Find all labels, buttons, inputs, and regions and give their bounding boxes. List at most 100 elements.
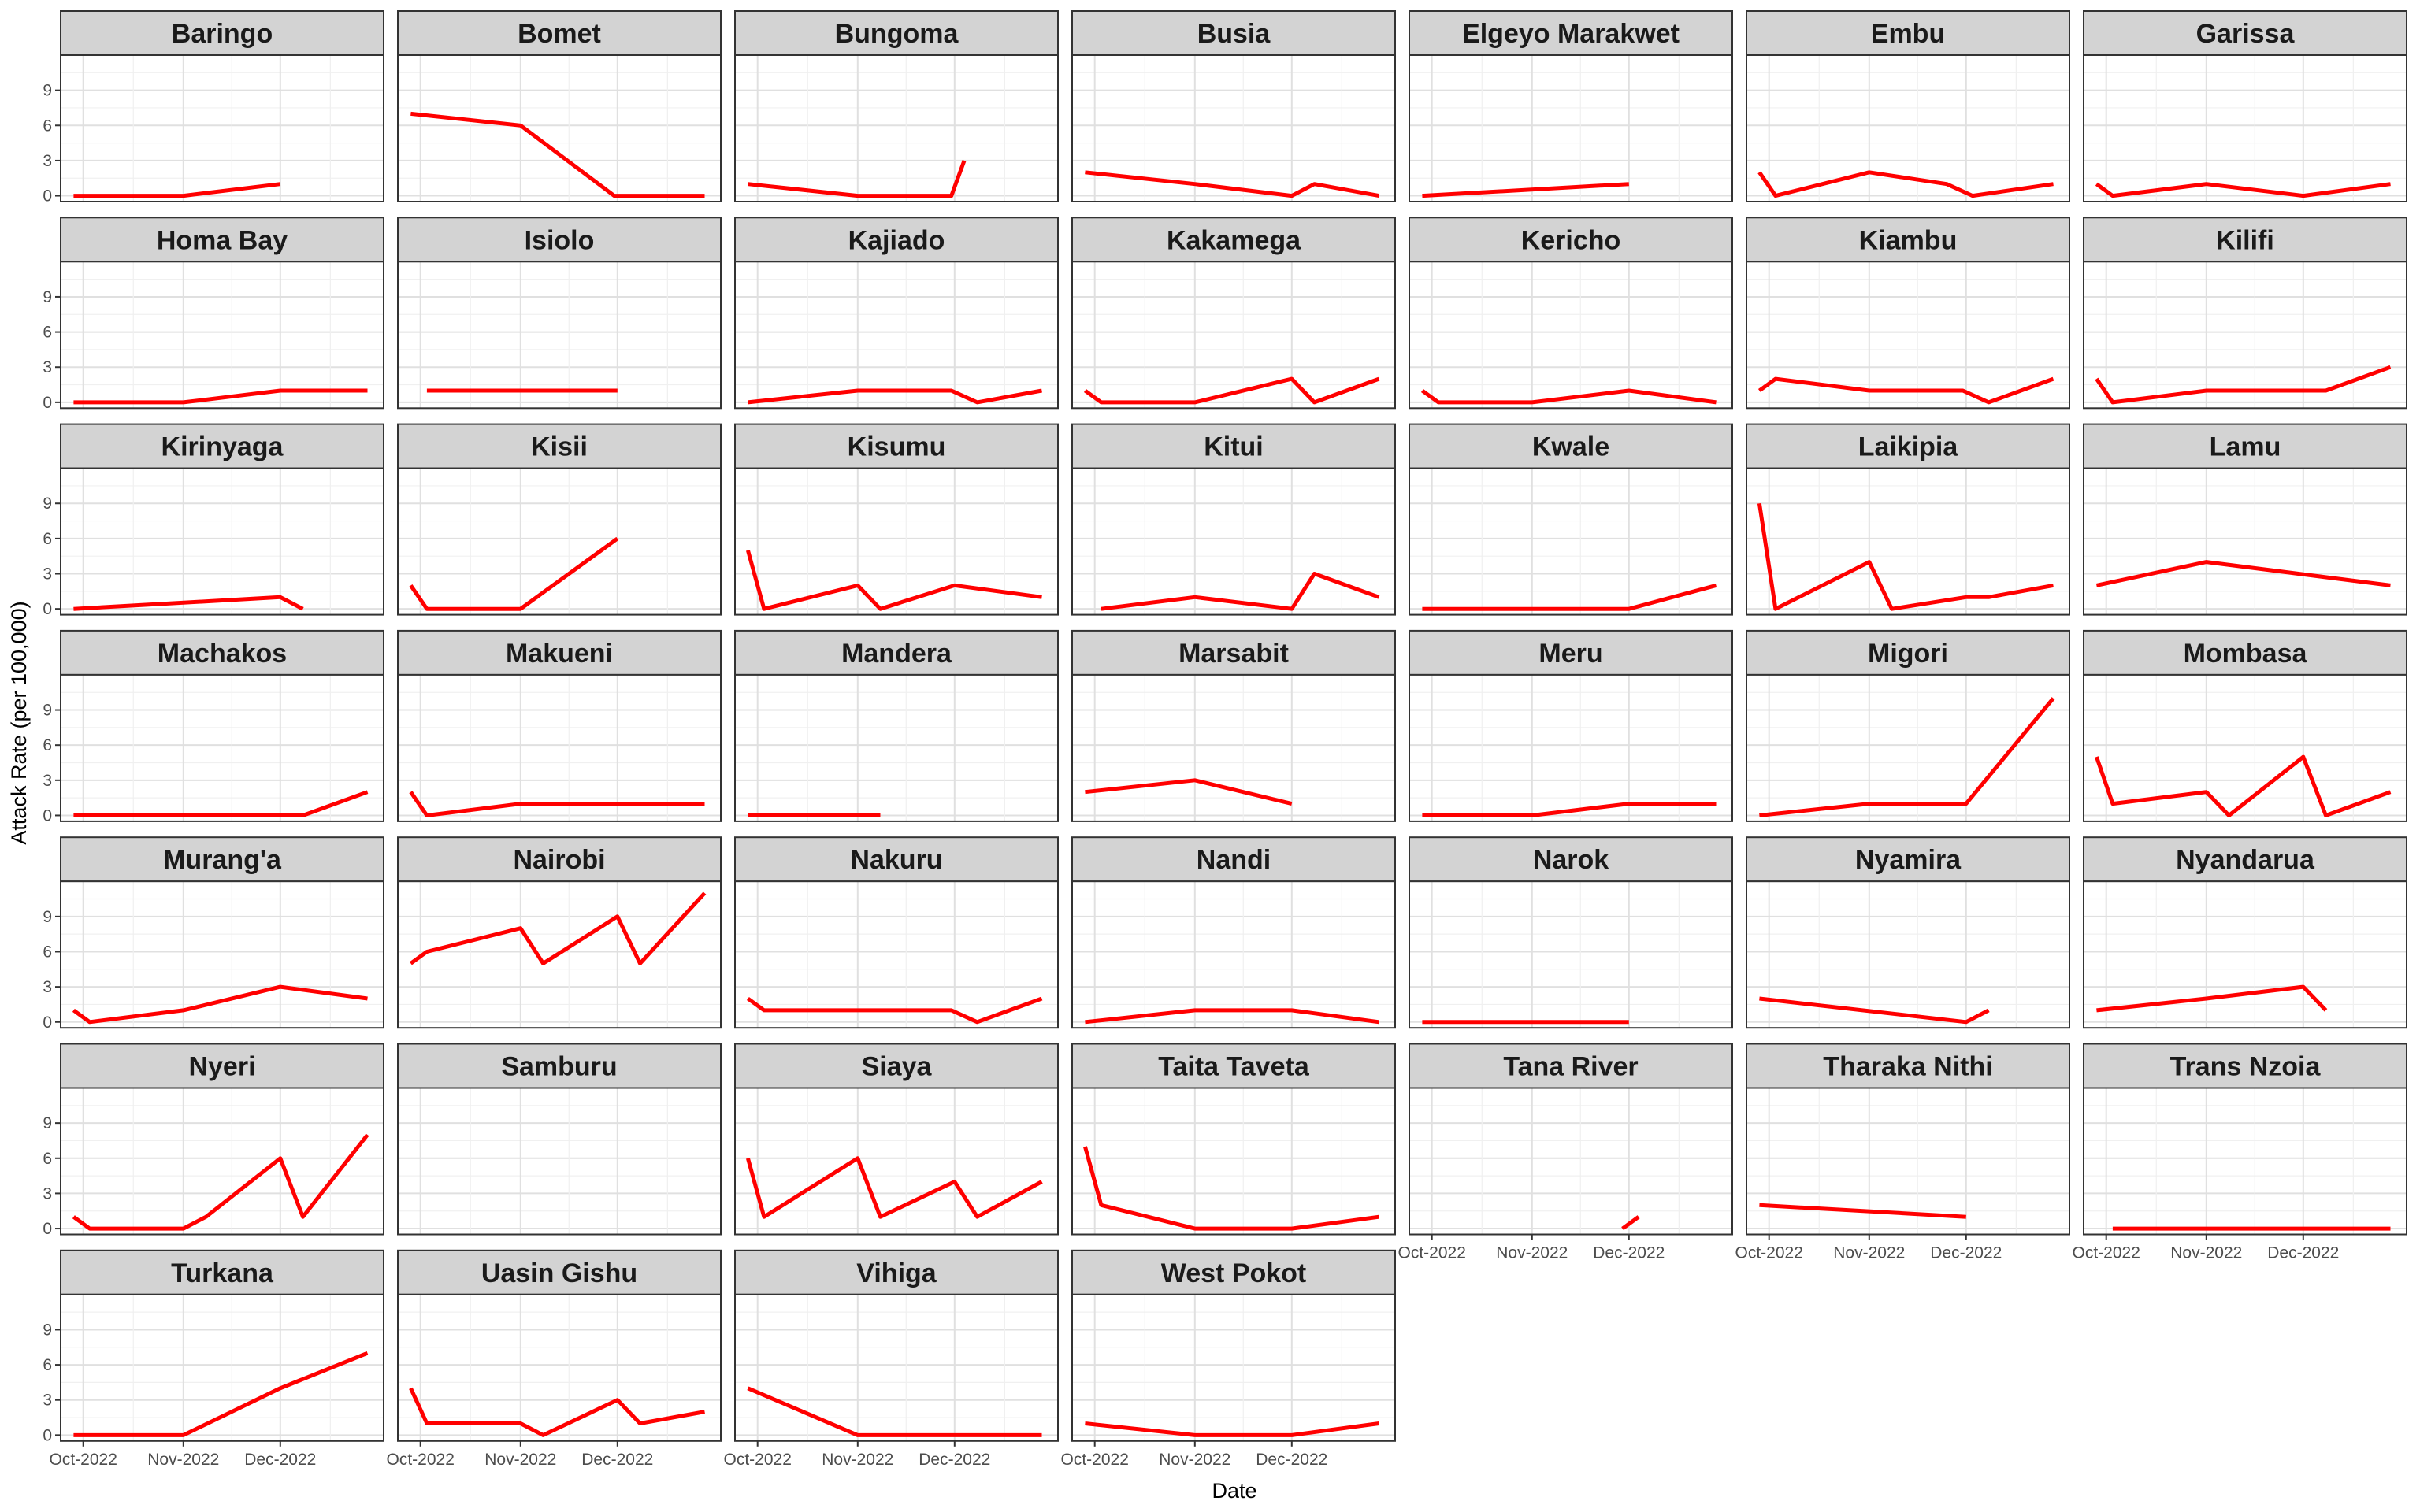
y-tick-label: 0 bbox=[43, 1220, 52, 1238]
x-tick-label: Oct-2022 bbox=[387, 1451, 455, 1469]
facet-panel: Garissa bbox=[2083, 10, 2407, 202]
series-line bbox=[1422, 182, 1629, 198]
facet-strip bbox=[734, 1249, 1059, 1295]
x-tick-label: Nov-2022 bbox=[822, 1451, 893, 1469]
series-line bbox=[748, 160, 967, 198]
facet-strip bbox=[60, 836, 384, 883]
facet-strip bbox=[1409, 1043, 1733, 1089]
facet-strip-label: Mandera bbox=[841, 639, 952, 669]
facet-panel: Embu bbox=[1746, 10, 2070, 202]
facet-strip-label: Trans Nzoia bbox=[2170, 1052, 2322, 1082]
facet-strip-label: Kirinyaga bbox=[161, 432, 284, 462]
facet-panel: Kisumu bbox=[734, 423, 1059, 616]
facet-panel: Nairobi bbox=[397, 836, 722, 1029]
panel-background bbox=[735, 674, 1058, 821]
panel-border bbox=[1746, 880, 2070, 1029]
facet-strip-label: Bomet bbox=[518, 19, 601, 49]
series-line bbox=[745, 1156, 1043, 1219]
facet-panel: Meru bbox=[1409, 629, 1733, 822]
y-tick-label: 3 bbox=[43, 1392, 52, 1410]
series-line bbox=[2095, 182, 2391, 198]
x-tick-label: Dec-2022 bbox=[244, 1451, 316, 1469]
facet-strip-label: Turkana bbox=[171, 1258, 274, 1288]
series-line bbox=[73, 182, 281, 198]
facet-strip-label: Garissa bbox=[2196, 19, 2296, 49]
panel-background bbox=[1409, 468, 1732, 615]
panel-border bbox=[397, 880, 722, 1029]
facet-panel: Kirinyaga 0 3 6 9 bbox=[43, 423, 384, 618]
panel-border bbox=[2083, 261, 2407, 410]
panel-background bbox=[1746, 881, 2069, 1028]
panel-background bbox=[735, 1088, 1058, 1235]
panel-border bbox=[60, 673, 384, 822]
panel-border bbox=[60, 467, 384, 616]
x-tick-label: Dec-2022 bbox=[1930, 1244, 2002, 1262]
facet-panel: Narok bbox=[1409, 836, 1733, 1029]
panel-border bbox=[1746, 261, 2070, 410]
x-tick-label: Nov-2022 bbox=[484, 1451, 556, 1469]
facet-strip bbox=[734, 10, 1059, 56]
facet-strip-label: Mombasa bbox=[2184, 639, 2308, 669]
facet-panel: Nyeri 0 3 6 9 bbox=[43, 1043, 384, 1238]
panel-border bbox=[60, 1087, 384, 1236]
facet-panel: Migori bbox=[1746, 629, 2070, 822]
panel-border bbox=[60, 880, 384, 1029]
facet-panel: Tana River Oct-2022 Nov-2022 Dec-2022 bbox=[1398, 1043, 1733, 1262]
facet-strip-label: Tharaka Nithi bbox=[1823, 1052, 1992, 1082]
facet-strip bbox=[1746, 423, 2070, 469]
panel-border bbox=[397, 467, 722, 616]
y-tick-label: 0 bbox=[43, 394, 52, 412]
panel-background bbox=[2084, 261, 2407, 409]
panel-border bbox=[60, 261, 384, 410]
facet-strip-label: Nyandarua bbox=[2176, 845, 2315, 875]
panel-background bbox=[1072, 674, 1395, 821]
facet-panel: Laikipia bbox=[1746, 423, 2070, 616]
panel-background bbox=[1746, 674, 2069, 821]
series-line bbox=[1757, 502, 2054, 611]
facet-strip-label: Embu bbox=[1871, 19, 1945, 49]
facet-panel: Kilifi bbox=[2083, 217, 2407, 410]
panel-border bbox=[734, 54, 1059, 202]
panel-background bbox=[1072, 1088, 1395, 1235]
series-line bbox=[2095, 560, 2391, 587]
facet-strip-label: Samburu bbox=[501, 1052, 617, 1082]
x-tick-label: Dec-2022 bbox=[919, 1451, 990, 1469]
facet-panel: Nakuru bbox=[734, 836, 1059, 1029]
series-line bbox=[2095, 754, 2392, 817]
facet-panel: Vihiga Oct-2022 Nov-2022 Dec-2022 bbox=[724, 1249, 1059, 1469]
panel-border bbox=[1071, 1293, 1396, 1442]
panel-border bbox=[734, 673, 1059, 822]
facet-panel: Taita Taveta bbox=[1071, 1043, 1396, 1236]
panel-border bbox=[1071, 54, 1396, 202]
facet-strip bbox=[60, 217, 384, 263]
panel-border bbox=[1409, 261, 1733, 410]
panel-border bbox=[60, 1293, 384, 1442]
facet-strip-label: Siaya bbox=[862, 1052, 933, 1082]
facet-panel: Kajiado bbox=[734, 217, 1059, 410]
facet-panel: Lamu bbox=[2083, 423, 2407, 616]
facet-strip-label: Vihiga bbox=[856, 1258, 937, 1288]
series-line bbox=[1422, 583, 1717, 611]
facet-strip-label: Murang'a bbox=[163, 845, 282, 875]
series-line bbox=[1759, 697, 2055, 817]
y-tick-label: 3 bbox=[43, 1184, 52, 1203]
facet-strip bbox=[60, 10, 384, 56]
facet-panel: Kericho bbox=[1409, 217, 1733, 410]
facet-strip-label: Kiambu bbox=[1859, 225, 1958, 255]
facet-strip bbox=[2083, 629, 2407, 676]
series-line bbox=[72, 1133, 369, 1231]
facet-strip-label: Lamu bbox=[2210, 432, 2281, 462]
panel-background bbox=[2084, 674, 2407, 821]
y-tick-label: 0 bbox=[43, 600, 52, 618]
panel-border bbox=[1071, 1087, 1396, 1236]
facet-panel: Isiolo bbox=[397, 217, 722, 410]
x-tick-label: Oct-2022 bbox=[1061, 1451, 1129, 1469]
series-line bbox=[1085, 1421, 1379, 1437]
facet-strip-label: Kajiado bbox=[848, 225, 945, 255]
series-line bbox=[409, 791, 705, 817]
panel-border bbox=[2083, 673, 2407, 822]
y-tick-label: 9 bbox=[43, 288, 52, 306]
panel-border bbox=[2083, 54, 2407, 202]
facet-strip bbox=[60, 1043, 384, 1089]
facet-strip bbox=[1746, 217, 2070, 263]
